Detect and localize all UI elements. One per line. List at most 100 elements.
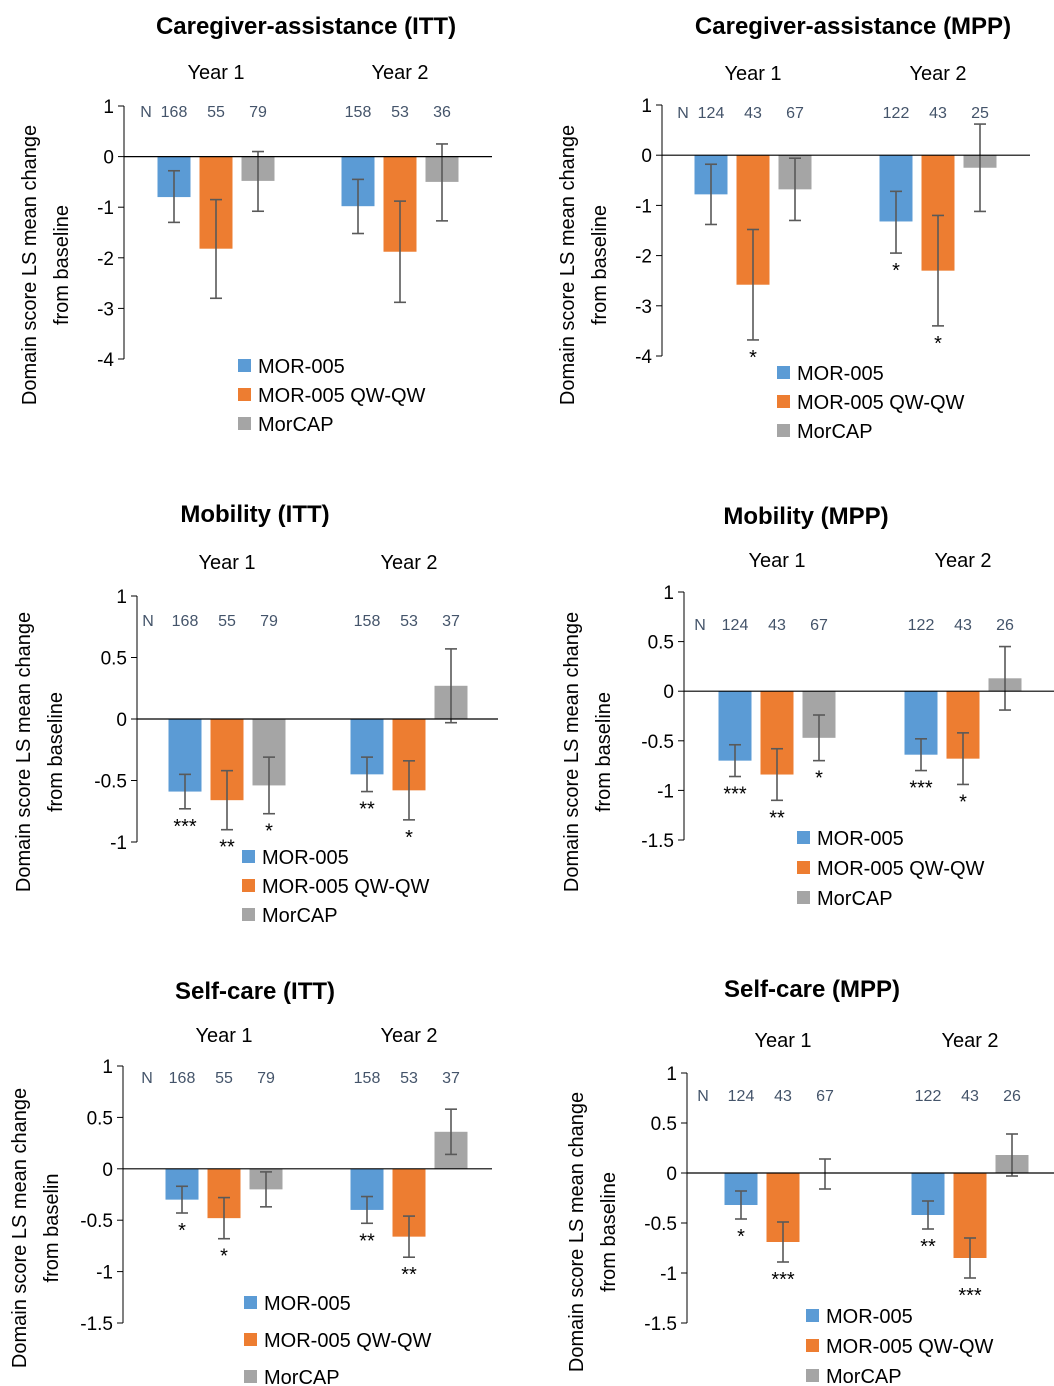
significance-marker: * bbox=[178, 1220, 186, 1242]
legend-swatch bbox=[242, 908, 255, 921]
n-count-label: 79 bbox=[257, 1070, 275, 1087]
y-tick-label: -3 bbox=[635, 297, 652, 318]
n-prefix-label: N bbox=[142, 613, 154, 630]
n-count-label: 43 bbox=[961, 1088, 979, 1105]
n-count-label: 36 bbox=[433, 104, 451, 121]
y-tick-label: -4 bbox=[635, 347, 652, 368]
significance-marker: * bbox=[405, 827, 413, 849]
n-count-label: 122 bbox=[883, 105, 910, 122]
n-count-label: 168 bbox=[169, 1070, 196, 1087]
n-count-label: 43 bbox=[954, 617, 972, 634]
category-label: Year 1 bbox=[754, 1030, 811, 1052]
legend-swatch bbox=[244, 1370, 257, 1383]
n-count-label: 53 bbox=[391, 104, 409, 121]
category-label: Year 2 bbox=[909, 63, 966, 85]
significance-marker: * bbox=[959, 791, 967, 813]
n-prefix-label: N bbox=[694, 617, 706, 634]
legend-entry: MOR-005 QW-QW bbox=[817, 858, 985, 880]
y-axis-label-line-1: Domain score LS mean change bbox=[561, 612, 583, 892]
y-tick-label: 0.5 bbox=[101, 649, 127, 670]
legend-entry: MOR-005 bbox=[258, 356, 345, 378]
category-label: Year 1 bbox=[748, 550, 805, 572]
legend-swatch bbox=[806, 1309, 819, 1322]
legend-swatch bbox=[242, 879, 255, 892]
category-label: Year 1 bbox=[195, 1025, 252, 1047]
y-axis-label-line-2: from baseline bbox=[51, 205, 73, 325]
n-prefix-label: N bbox=[697, 1088, 709, 1105]
chart-panel-6: Self-care (MPP) Domain score LS mean chan… bbox=[566, 976, 1054, 1386]
n-count-label: 122 bbox=[915, 1088, 942, 1105]
chart-panel-5: Self-care (ITT) Domain score LS mean chan… bbox=[9, 978, 492, 1386]
legend-swatch bbox=[797, 861, 810, 874]
significance-marker: *** bbox=[958, 1285, 982, 1307]
legend-swatch bbox=[777, 366, 790, 379]
n-count-label: 67 bbox=[810, 617, 828, 634]
n-count-label: 53 bbox=[400, 1070, 418, 1087]
category-label: Year 2 bbox=[380, 552, 437, 574]
y-tick-label: -2 bbox=[97, 249, 114, 270]
n-count-label: 158 bbox=[345, 104, 372, 121]
n-count-label: 124 bbox=[722, 617, 749, 634]
y-tick-label: 0 bbox=[666, 1164, 677, 1185]
y-tick-label: 1 bbox=[116, 587, 127, 608]
legend-entry: MOR-005 QW-QW bbox=[258, 385, 426, 407]
y-tick-label: 1 bbox=[102, 1057, 113, 1078]
n-count-label: 26 bbox=[1003, 1088, 1021, 1105]
category-label: Year 1 bbox=[724, 63, 781, 85]
y-axis-label-line-1: Domain score LS mean change bbox=[566, 1092, 588, 1372]
legend-entry: MOR-005 QW-QW bbox=[264, 1330, 432, 1352]
legend-entry: MOR-005 QW-QW bbox=[262, 876, 430, 898]
legend-entry: MorCAP bbox=[258, 414, 334, 436]
significance-marker: *** bbox=[771, 1269, 795, 1291]
chart-title: Self-care (MPP) bbox=[724, 976, 900, 1003]
n-count-label: 25 bbox=[971, 105, 989, 122]
legend-entry: MOR-005 bbox=[817, 828, 904, 850]
y-axis-label-line-2: from baselin bbox=[41, 1174, 63, 1283]
y-tick-label: -2 bbox=[635, 247, 652, 268]
y-tick-label: 1 bbox=[666, 1064, 677, 1085]
y-tick-label: 0 bbox=[102, 1160, 113, 1181]
n-count-label: 158 bbox=[354, 613, 381, 630]
legend-swatch bbox=[777, 424, 790, 437]
y-tick-label: -4 bbox=[97, 350, 114, 371]
legend-entry: MorCAP bbox=[262, 905, 338, 927]
n-count-label: 43 bbox=[929, 105, 947, 122]
category-label: Year 2 bbox=[371, 62, 428, 84]
y-tick-label: -1 bbox=[660, 1264, 677, 1285]
y-tick-label: -0.5 bbox=[94, 772, 127, 793]
significance-marker: ** bbox=[769, 807, 785, 829]
legend-swatch bbox=[777, 395, 790, 408]
significance-marker: * bbox=[892, 260, 900, 282]
chart-title: Caregiver-assistance (MPP) bbox=[695, 13, 1011, 40]
y-axis-label-line-1: Domain score LS mean change bbox=[9, 1088, 31, 1368]
n-count-label: 168 bbox=[161, 104, 188, 121]
y-axis-label-line-2: from baseline bbox=[589, 205, 611, 325]
chart-title: Self-care (ITT) bbox=[175, 978, 335, 1005]
n-count-label: 67 bbox=[816, 1088, 834, 1105]
n-count-label: 37 bbox=[442, 1070, 460, 1087]
n-count-label: 53 bbox=[400, 613, 418, 630]
category-label: Year 1 bbox=[198, 552, 255, 574]
legend-entry: MorCAP bbox=[797, 421, 873, 443]
n-count-label: 67 bbox=[786, 105, 804, 122]
chart-title: Caregiver-assistance (ITT) bbox=[156, 13, 456, 40]
y-axis-label-line-2: from baseline bbox=[45, 692, 67, 812]
legend-swatch bbox=[797, 891, 810, 904]
y-tick-label: -1.5 bbox=[80, 1314, 113, 1335]
chart-panel-4: Mobility (MPP) Domain score LS mean chang… bbox=[561, 503, 1054, 910]
n-count-label: 37 bbox=[442, 613, 460, 630]
y-tick-label: -0.5 bbox=[641, 732, 674, 753]
chart-panel-2: Caregiver-assistance (MPP) Domain score L… bbox=[557, 13, 1030, 443]
y-tick-label: -0.5 bbox=[644, 1214, 677, 1235]
legend-entry: MOR-005 bbox=[262, 847, 349, 869]
significance-marker: * bbox=[934, 333, 942, 355]
legend-entry: MOR-005 QW-QW bbox=[826, 1336, 994, 1358]
y-tick-label: -1 bbox=[110, 833, 127, 854]
legend-swatch bbox=[244, 1296, 257, 1309]
y-tick-label: 0.5 bbox=[648, 633, 674, 654]
y-tick-label: 1 bbox=[663, 583, 674, 604]
y-tick-label: -1.5 bbox=[644, 1314, 677, 1335]
y-axis-label-line-1: Domain score LS mean change bbox=[557, 125, 579, 405]
n-count-label: 79 bbox=[260, 613, 278, 630]
